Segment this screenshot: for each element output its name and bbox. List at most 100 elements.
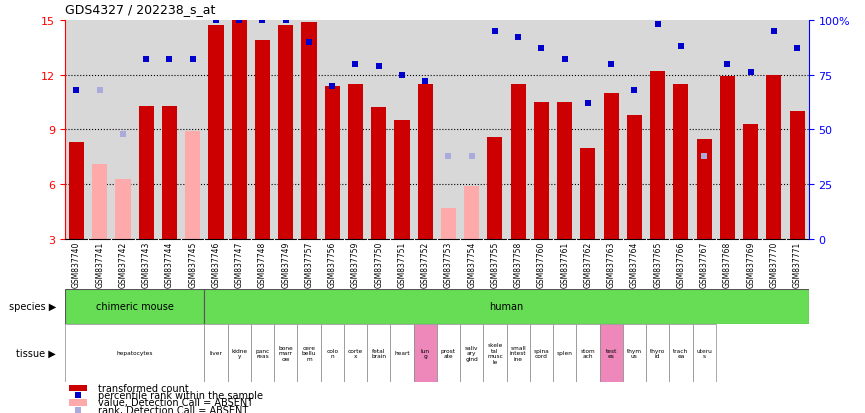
Bar bbox=[69, 143, 84, 240]
Bar bbox=[627, 116, 642, 240]
Text: GSM837742: GSM837742 bbox=[119, 241, 127, 287]
Bar bbox=[418, 85, 432, 240]
Bar bbox=[413, 324, 437, 382]
Text: test
es: test es bbox=[606, 348, 617, 358]
Bar bbox=[534, 103, 549, 240]
Bar bbox=[321, 324, 344, 382]
Bar bbox=[232, 21, 247, 240]
Text: GSM837759: GSM837759 bbox=[351, 241, 360, 287]
Bar bbox=[255, 41, 270, 240]
Text: GSM837760: GSM837760 bbox=[537, 241, 546, 287]
Text: skele
tal
musc
le: skele tal musc le bbox=[487, 342, 503, 364]
Bar bbox=[487, 138, 503, 240]
Text: prost
ate: prost ate bbox=[441, 348, 456, 358]
Text: liver: liver bbox=[209, 351, 222, 356]
Text: splen: splen bbox=[557, 351, 573, 356]
Bar bbox=[604, 94, 618, 240]
Text: GSM837747: GSM837747 bbox=[234, 241, 244, 287]
Text: cere
bellu
m: cere bellu m bbox=[302, 345, 317, 361]
Bar bbox=[371, 108, 387, 240]
Text: corte
x: corte x bbox=[348, 348, 363, 358]
Bar bbox=[204, 324, 227, 382]
Text: GSM837752: GSM837752 bbox=[420, 241, 430, 287]
Text: GSM837766: GSM837766 bbox=[676, 241, 685, 287]
Bar bbox=[460, 324, 484, 382]
Bar bbox=[115, 179, 131, 240]
Bar bbox=[301, 22, 317, 240]
Text: GSM837740: GSM837740 bbox=[72, 241, 81, 287]
Text: rank, Detection Call = ABSENT: rank, Detection Call = ABSENT bbox=[99, 405, 248, 413]
Bar bbox=[93, 165, 107, 240]
Text: colo
n: colo n bbox=[326, 348, 338, 358]
Text: GSM837757: GSM837757 bbox=[304, 241, 313, 287]
Text: GSM837769: GSM837769 bbox=[746, 241, 755, 287]
Bar bbox=[650, 72, 665, 240]
Text: GSM837750: GSM837750 bbox=[375, 241, 383, 287]
Text: GSM837743: GSM837743 bbox=[142, 241, 151, 287]
Text: GSM837761: GSM837761 bbox=[561, 241, 569, 287]
Bar bbox=[344, 324, 367, 382]
Text: thyro
id: thyro id bbox=[650, 348, 665, 358]
Text: GSM837767: GSM837767 bbox=[700, 241, 708, 287]
Text: value, Detection Call = ABSENT: value, Detection Call = ABSENT bbox=[99, 397, 253, 408]
Bar bbox=[279, 26, 293, 240]
Text: trach
ea: trach ea bbox=[673, 348, 689, 358]
Bar bbox=[274, 324, 298, 382]
Bar bbox=[623, 324, 646, 382]
Text: GSM837748: GSM837748 bbox=[258, 241, 267, 287]
Text: chimeric mouse: chimeric mouse bbox=[96, 301, 174, 312]
Text: GSM837771: GSM837771 bbox=[792, 241, 802, 287]
Text: lun
g: lun g bbox=[420, 348, 430, 358]
Bar bbox=[208, 26, 223, 240]
Bar bbox=[394, 121, 409, 240]
Text: human: human bbox=[490, 301, 523, 312]
Bar bbox=[576, 324, 599, 382]
Bar bbox=[599, 324, 623, 382]
Text: GSM837770: GSM837770 bbox=[769, 241, 778, 287]
Text: GSM837744: GSM837744 bbox=[165, 241, 174, 287]
Bar bbox=[367, 324, 390, 382]
Text: GSM837764: GSM837764 bbox=[630, 241, 639, 287]
Bar bbox=[507, 324, 530, 382]
Text: percentile rank within the sample: percentile rank within the sample bbox=[99, 390, 263, 400]
Text: heart: heart bbox=[394, 351, 410, 356]
Bar bbox=[204, 289, 809, 324]
Text: GSM837745: GSM837745 bbox=[189, 241, 197, 287]
Bar bbox=[185, 132, 201, 240]
Text: GSM837753: GSM837753 bbox=[444, 241, 453, 287]
Text: stom
ach: stom ach bbox=[580, 348, 595, 358]
Bar bbox=[484, 324, 507, 382]
Bar bbox=[670, 324, 693, 382]
Bar bbox=[693, 324, 716, 382]
Bar bbox=[510, 85, 526, 240]
Bar bbox=[766, 75, 781, 240]
Text: panc
reas: panc reas bbox=[255, 348, 270, 358]
Bar bbox=[553, 324, 576, 382]
Bar bbox=[251, 324, 274, 382]
Text: uteru
s: uteru s bbox=[696, 348, 712, 358]
Text: GSM837758: GSM837758 bbox=[514, 241, 522, 287]
Bar bbox=[390, 324, 413, 382]
Text: transformed count: transformed count bbox=[99, 383, 189, 393]
Text: GDS4327 / 202238_s_at: GDS4327 / 202238_s_at bbox=[65, 3, 215, 16]
Text: GSM837751: GSM837751 bbox=[397, 241, 407, 287]
Bar bbox=[441, 209, 456, 240]
Text: GSM837762: GSM837762 bbox=[583, 241, 593, 287]
Bar bbox=[437, 324, 460, 382]
Bar bbox=[673, 85, 689, 240]
Text: GSM837754: GSM837754 bbox=[467, 241, 477, 287]
Bar bbox=[68, 385, 87, 392]
Text: spina
cord: spina cord bbox=[534, 348, 549, 358]
Bar bbox=[227, 324, 251, 382]
Bar bbox=[65, 289, 204, 324]
Text: GSM837755: GSM837755 bbox=[490, 241, 499, 287]
Text: small
intest
ine: small intest ine bbox=[509, 345, 527, 361]
Bar bbox=[646, 324, 670, 382]
Text: GSM837749: GSM837749 bbox=[281, 241, 291, 287]
Text: kidne
y: kidne y bbox=[231, 348, 247, 358]
Text: tissue ▶: tissue ▶ bbox=[16, 348, 56, 358]
Bar bbox=[298, 324, 321, 382]
Text: GSM837756: GSM837756 bbox=[328, 241, 336, 287]
Bar bbox=[790, 112, 804, 240]
Text: GSM837765: GSM837765 bbox=[653, 241, 663, 287]
